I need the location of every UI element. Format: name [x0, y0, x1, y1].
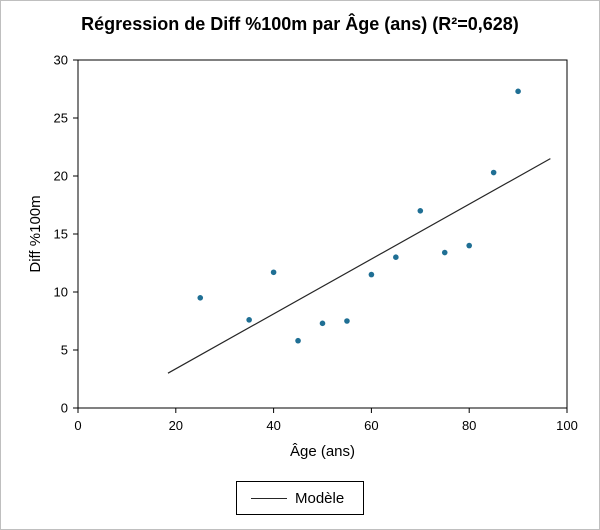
y-axis-label: Diff %100m	[27, 195, 44, 272]
legend-line-swatch	[251, 497, 287, 499]
data-point	[490, 169, 497, 176]
x-tick-label: 100	[556, 418, 578, 433]
x-tick-label: 60	[364, 418, 378, 433]
data-point	[393, 254, 399, 260]
data-point	[246, 317, 252, 323]
legend: Modèle	[236, 481, 364, 515]
x-tick-label: 40	[266, 418, 280, 433]
y-tick-label: 25	[54, 111, 68, 126]
y-tick-label: 20	[54, 169, 68, 184]
plot-area	[77, 59, 568, 409]
data-point	[344, 318, 350, 324]
data-point	[417, 208, 424, 214]
x-tick-label: 80	[462, 418, 476, 433]
data-point	[197, 295, 204, 301]
y-tick-label: 5	[61, 343, 68, 358]
data-point	[466, 242, 473, 249]
x-tick-label: 0	[74, 418, 81, 433]
data-point	[368, 271, 375, 278]
x-axis-label: Âge (ans)	[290, 443, 355, 460]
data-point	[515, 88, 521, 95]
legend-label-model: Modèle	[295, 489, 345, 507]
x-tick-label: 20	[169, 418, 183, 433]
data-point	[270, 269, 277, 276]
data-point	[319, 320, 326, 327]
y-tick-label: 30	[54, 53, 68, 68]
data-point	[441, 249, 448, 256]
chart-title: Régression de Diff %100m par Âge (ans) (…	[81, 14, 519, 34]
regression-line	[167, 158, 551, 374]
y-tick-label: 0	[61, 401, 68, 416]
y-tick-label: 15	[54, 227, 68, 242]
data-point	[295, 337, 301, 344]
y-tick-label: 10	[54, 285, 68, 300]
